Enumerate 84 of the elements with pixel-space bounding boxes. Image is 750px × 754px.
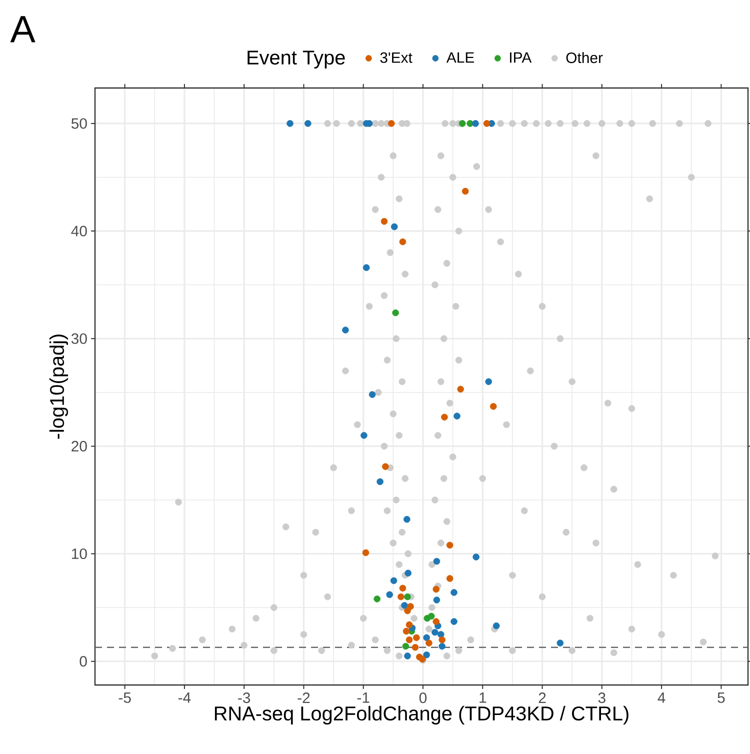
point bbox=[432, 586, 440, 593]
point bbox=[490, 402, 497, 410]
point bbox=[404, 593, 411, 600]
point bbox=[404, 652, 411, 660]
x-tick-label: 1 bbox=[480, 692, 486, 703]
legend-label: Other bbox=[566, 52, 603, 64]
y-tick-label: 10 bbox=[72, 548, 87, 560]
y-tick-label: 40 bbox=[71, 226, 87, 236]
point bbox=[441, 414, 448, 421]
point bbox=[426, 640, 432, 646]
point bbox=[368, 391, 376, 398]
point bbox=[386, 591, 393, 598]
point bbox=[406, 636, 413, 644]
point bbox=[457, 386, 464, 393]
point bbox=[450, 618, 458, 625]
point bbox=[404, 607, 411, 614]
point bbox=[304, 120, 312, 127]
point bbox=[376, 478, 384, 486]
point bbox=[403, 516, 410, 523]
point bbox=[438, 642, 446, 650]
point bbox=[446, 575, 454, 582]
point bbox=[402, 628, 410, 635]
point bbox=[433, 558, 440, 565]
legend-label: ALE bbox=[446, 52, 474, 63]
point bbox=[472, 554, 480, 560]
x-tick-label: -5 bbox=[118, 692, 131, 703]
point bbox=[402, 642, 410, 650]
y-tick-label: 30 bbox=[71, 333, 87, 344]
text: A bbox=[10, 16, 36, 42]
point bbox=[437, 631, 444, 638]
point bbox=[412, 644, 419, 651]
legend-title: Event Type bbox=[248, 50, 345, 69]
y-tick-label: 0 bbox=[80, 656, 87, 667]
point bbox=[433, 596, 440, 604]
x-tick-label: 2 bbox=[538, 692, 546, 703]
point bbox=[388, 120, 395, 127]
point bbox=[458, 120, 466, 127]
point bbox=[428, 612, 435, 620]
x-tick-label: -2 bbox=[298, 692, 310, 703]
x-tick-label: -1 bbox=[357, 692, 370, 703]
point bbox=[423, 634, 430, 642]
point bbox=[406, 621, 413, 628]
point bbox=[438, 636, 446, 644]
x-tick-label: 3 bbox=[598, 692, 606, 704]
point bbox=[454, 412, 460, 420]
point bbox=[382, 463, 389, 470]
point bbox=[399, 238, 406, 246]
point bbox=[390, 223, 398, 230]
point bbox=[380, 218, 388, 225]
point bbox=[483, 120, 490, 127]
point bbox=[472, 120, 479, 127]
y-axis-title: -log10(padj) bbox=[49, 334, 68, 439]
point bbox=[362, 264, 370, 272]
legend-label: IPA bbox=[510, 52, 532, 63]
x-tick-label: 5 bbox=[718, 692, 725, 703]
x-tick-label: 4 bbox=[658, 692, 666, 703]
point bbox=[462, 188, 469, 195]
point bbox=[398, 593, 404, 600]
point bbox=[413, 634, 420, 642]
x-tick-label: 0 bbox=[419, 692, 427, 704]
point bbox=[404, 570, 412, 577]
point bbox=[432, 618, 440, 625]
x-axis-title: RNA-seq Log2FoldChange (TDP43KD / CTRL) bbox=[214, 706, 628, 725]
point bbox=[492, 622, 500, 630]
point bbox=[399, 584, 406, 592]
y-tick-label: 20 bbox=[72, 440, 87, 452]
point bbox=[432, 628, 438, 636]
point bbox=[401, 602, 408, 609]
x-tick-label: -3 bbox=[238, 692, 250, 704]
point bbox=[390, 577, 398, 584]
y-tick-label: 50 bbox=[71, 118, 87, 129]
point bbox=[485, 378, 492, 386]
x-tick-label: -4 bbox=[178, 692, 191, 703]
point bbox=[342, 326, 349, 334]
point bbox=[360, 432, 368, 439]
legend-label: 3'Ext bbox=[380, 52, 412, 63]
point bbox=[286, 120, 294, 127]
point bbox=[446, 542, 454, 549]
point bbox=[450, 589, 458, 596]
point bbox=[362, 549, 370, 556]
point bbox=[374, 596, 380, 602]
point bbox=[392, 309, 399, 316]
point bbox=[423, 651, 430, 658]
point bbox=[556, 640, 564, 646]
